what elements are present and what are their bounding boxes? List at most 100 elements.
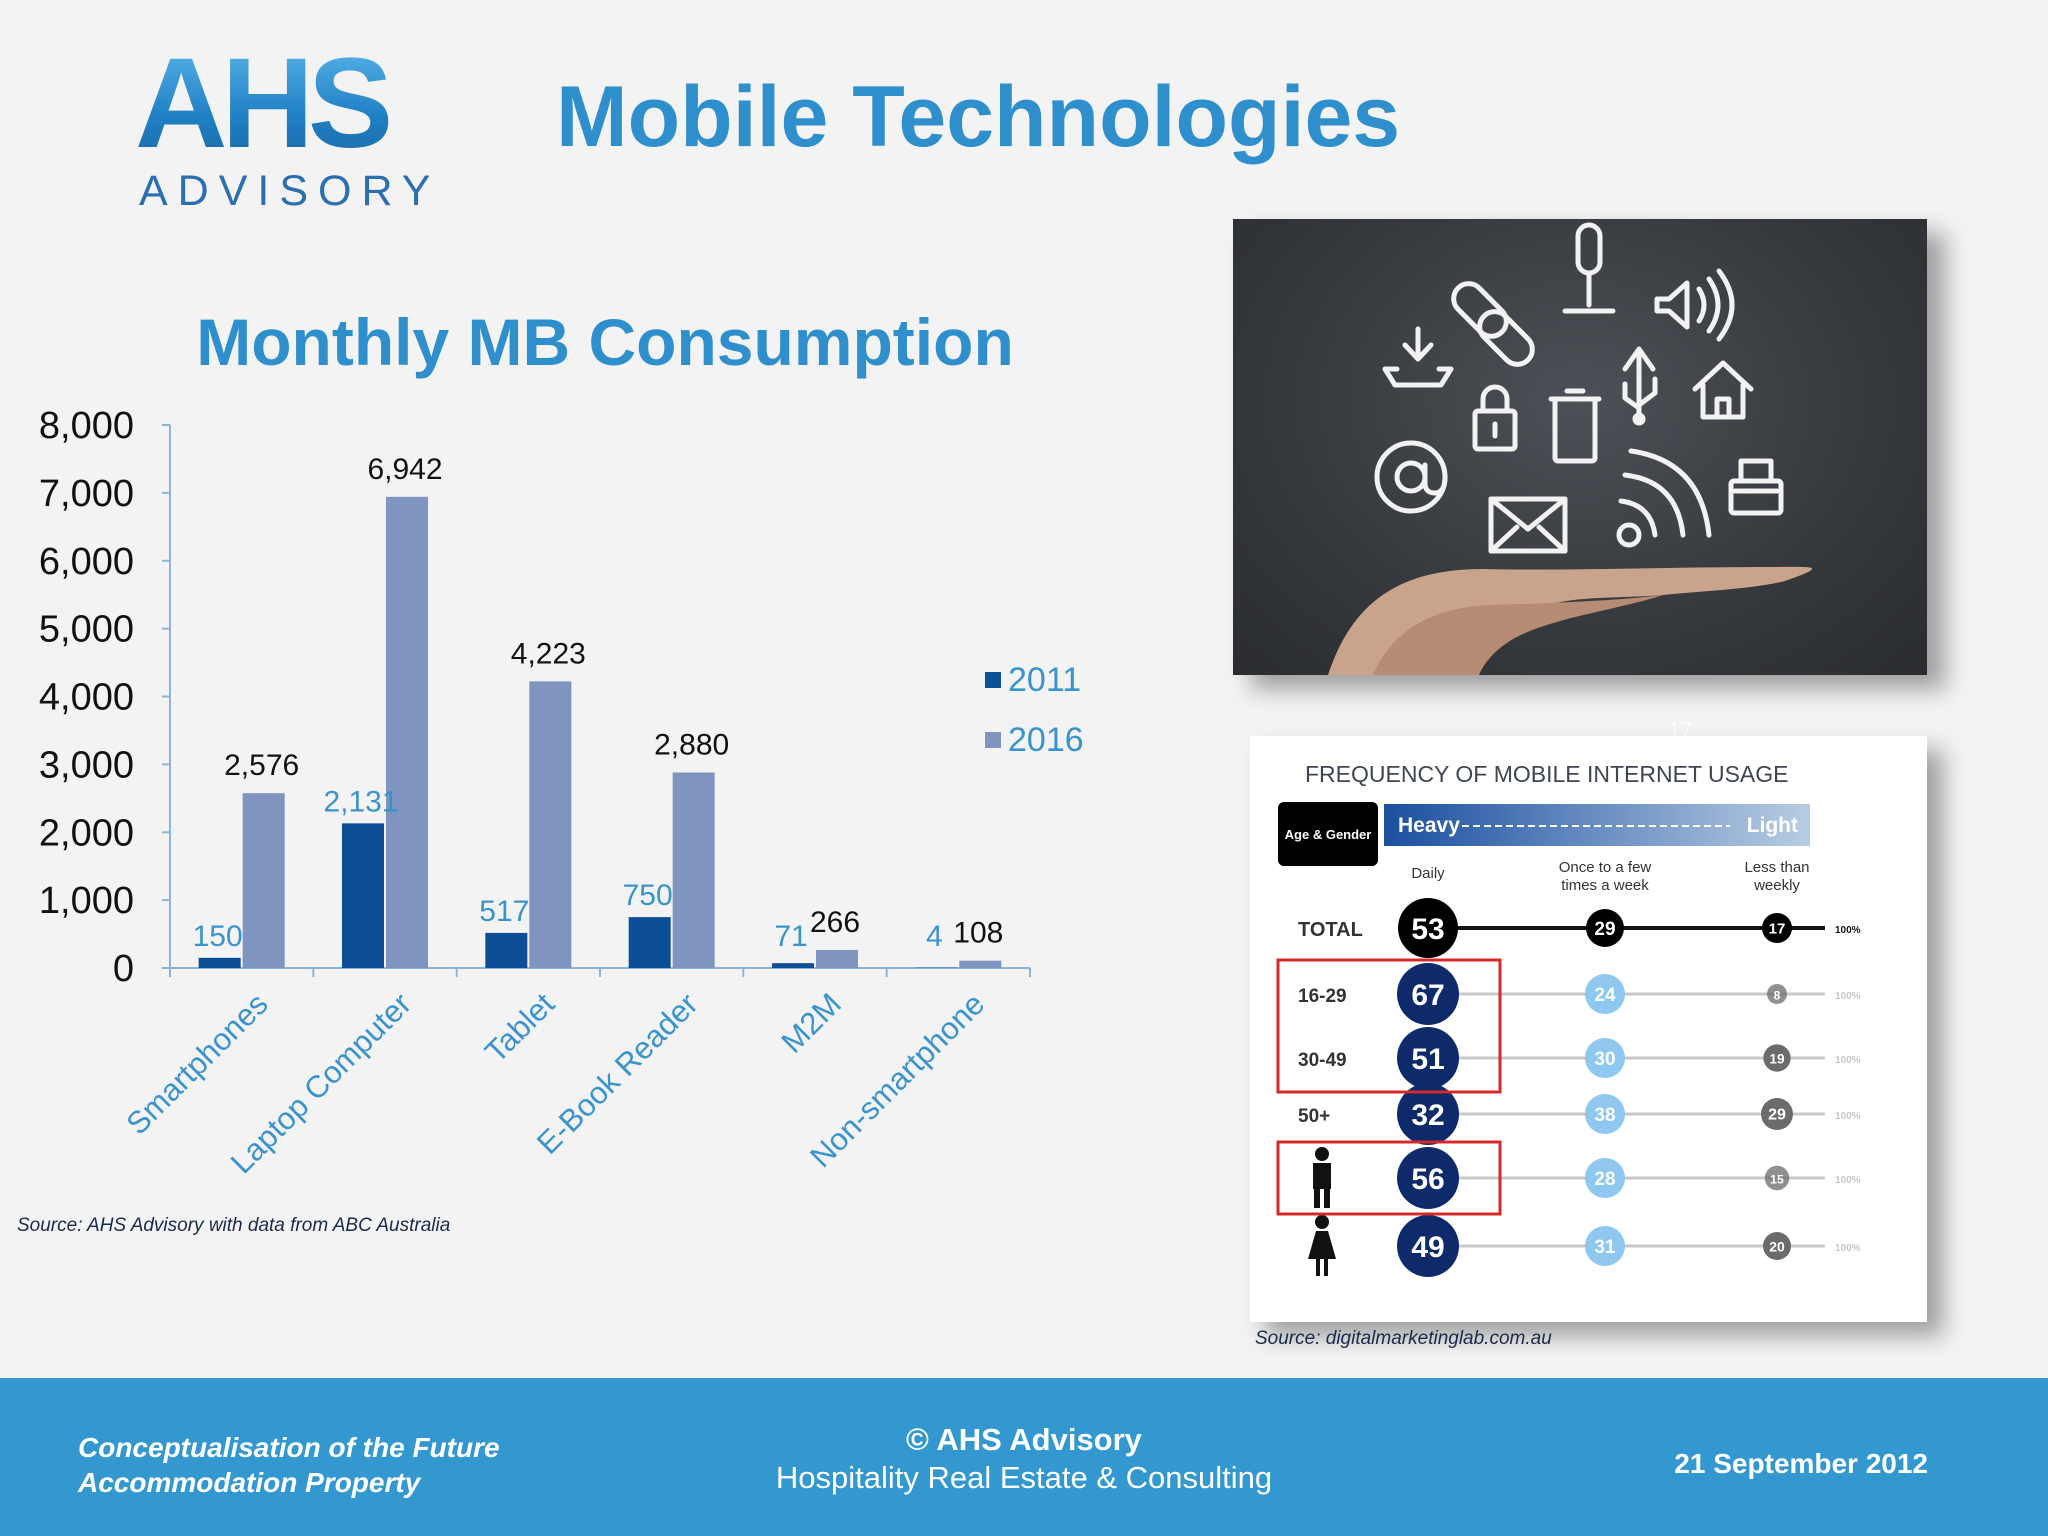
person-body: [1308, 1231, 1336, 1259]
x-category-label: Smartphones: [119, 986, 274, 1141]
mobile-internet-frequency-infographic: FREQUENCY OF MOBILE INTERNET USAGE Age &…: [1250, 736, 1927, 1322]
frequency-value-label: 29: [1594, 919, 1615, 940]
frequency-value-circle: [1761, 1098, 1793, 1130]
data-label-2011: 517: [479, 895, 529, 928]
y-tick-label: 3,000: [39, 744, 134, 786]
person-head: [1315, 1215, 1329, 1229]
hand-icon: [1328, 566, 1813, 675]
frequency-value-label: 56: [1411, 1163, 1444, 1196]
y-tick-label: 7,000: [39, 473, 134, 515]
person-leg: [1316, 1258, 1320, 1276]
y-tick-label: 5,000: [39, 609, 134, 651]
footer-project-title: Conceptualisation of the Future Accommod…: [78, 1430, 500, 1500]
usb-icon: [1622, 346, 1658, 426]
frequency-value-label: 8: [1774, 988, 1781, 1002]
person-leg: [1314, 1188, 1320, 1208]
y-tick-label: 4,000: [39, 677, 134, 719]
y-tick-label: 8,000: [39, 405, 134, 447]
age-gender-box: [1278, 802, 1378, 866]
y-tick-label: 0: [113, 948, 134, 990]
download-icon: [1382, 326, 1454, 388]
frequency-source-note: Source: digitalmarketinglab.com.au: [1255, 1328, 1552, 1349]
frequency-value-circle: [1762, 913, 1792, 943]
bar-2011: [342, 823, 384, 968]
bar-2016: [816, 949, 858, 968]
data-label-2016: 266: [810, 906, 860, 939]
bar-2016: [242, 793, 285, 968]
microphone-icon: [1562, 222, 1616, 314]
frequency-value-circle: [1585, 1158, 1625, 1198]
frequency-value-label: 20: [1769, 1238, 1785, 1254]
legend-label-2016: 2016: [1008, 721, 1084, 759]
data-label-2016: 2,880: [654, 729, 729, 762]
frequency-column-header: Once to a few: [1559, 859, 1652, 876]
bar-2011: [485, 932, 528, 968]
speaker-icon: [1654, 268, 1735, 342]
frequency-value-circle: [1397, 963, 1459, 1025]
frequency-value-circle: [1585, 1038, 1625, 1078]
ahs-advisory-logo: AHS ADVISORY: [135, 40, 430, 215]
data-label-2011: 150: [193, 920, 243, 953]
frequency-value-circle: [1585, 1094, 1625, 1134]
heavy-label: Heavy: [1398, 814, 1460, 837]
page-title: Mobile Technologies: [556, 69, 1401, 165]
bar-2011: [628, 917, 671, 968]
data-label-2011: 750: [623, 879, 673, 912]
legend-swatch-2016: [985, 732, 1001, 748]
frequency-value-label: 19: [1769, 1051, 1785, 1066]
home-icon: [1692, 360, 1754, 420]
logo-wordmark: AHS: [135, 40, 425, 168]
frequency-value-circle: [1397, 1027, 1459, 1089]
frequency-column-header: times a week: [1561, 877, 1649, 894]
frequency-value-label: 49: [1411, 1231, 1444, 1264]
frequency-value-circle: [1763, 1232, 1791, 1260]
female-icon: [1308, 1215, 1336, 1276]
frequency-value-circle: [1585, 1226, 1625, 1266]
frequency-value-label: 28: [1594, 1169, 1615, 1190]
frequency-value-label: 29: [1768, 1106, 1786, 1123]
footer-company: © AHS Advisory Hospitality Real Estate &…: [0, 1421, 2048, 1497]
frequency-row-end-label: 100%: [1835, 1243, 1861, 1254]
age-highlight-box: [1276, 958, 1502, 1094]
footer-left-line1: Conceptualisation of the Future: [78, 1432, 500, 1463]
frequency-row-end-label: 100%: [1835, 1111, 1861, 1122]
mobile-icons-photo: [1233, 219, 1927, 675]
person-leg: [1324, 1258, 1328, 1276]
frequency-value-label: 67: [1411, 979, 1444, 1012]
data-label-2016: 108: [953, 917, 1003, 950]
frequency-row-end-label: 100%: [1835, 991, 1861, 1002]
y-tick-label: 1,000: [39, 880, 134, 922]
frequency-value-circle: [1585, 974, 1625, 1014]
male-icon: [1313, 1147, 1331, 1208]
frequency-value-circle: [1397, 1147, 1459, 1209]
y-tick-label: 2,000: [39, 812, 134, 854]
wifi-icon: [1616, 448, 1712, 548]
frequency-value-circle: [1764, 1165, 1790, 1191]
bar-2016: [529, 681, 572, 968]
bar-2011: [772, 963, 814, 968]
footer-left-line2: Accommodation Property: [78, 1467, 421, 1498]
x-category-label: Tablet: [478, 986, 562, 1070]
chart-title: Monthly MB Consumption: [196, 305, 1014, 379]
frequency-value-label: 15: [1770, 1172, 1784, 1186]
frequency-title: FREQUENCY OF MOBILE INTERNET USAGE: [1305, 761, 1789, 787]
frequency-value-circle: [1586, 909, 1624, 947]
frequency-column-header: Daily: [1411, 865, 1445, 882]
person-head: [1315, 1147, 1329, 1161]
data-label-2016: 6,942: [367, 453, 442, 486]
frequency-value-label: 24: [1594, 985, 1616, 1006]
age-gender-label: Age & Gender: [1285, 827, 1372, 842]
lock-icon: [1472, 384, 1518, 452]
data-label-2011: 71: [774, 920, 807, 953]
footer-center-line1: © AHS Advisory: [906, 1422, 1142, 1457]
data-label-2011: 4: [926, 920, 943, 953]
at-sign-icon: [1374, 440, 1448, 514]
person-body: [1313, 1163, 1331, 1189]
chart-source-note: Source: AHS Advisory with data from ABC …: [17, 1215, 451, 1236]
envelope-icon: [1488, 496, 1568, 554]
frequency-value-label: 51: [1411, 1043, 1444, 1076]
monthly-mb-consumption-chart: Monthly MB Consumption 0 1,000 2,000 3,000 4…: [39, 305, 1084, 1180]
bar-2016: [672, 772, 715, 968]
frequency-value-circle: [1397, 1215, 1459, 1277]
legend-label-2011: 2011: [1008, 661, 1081, 699]
